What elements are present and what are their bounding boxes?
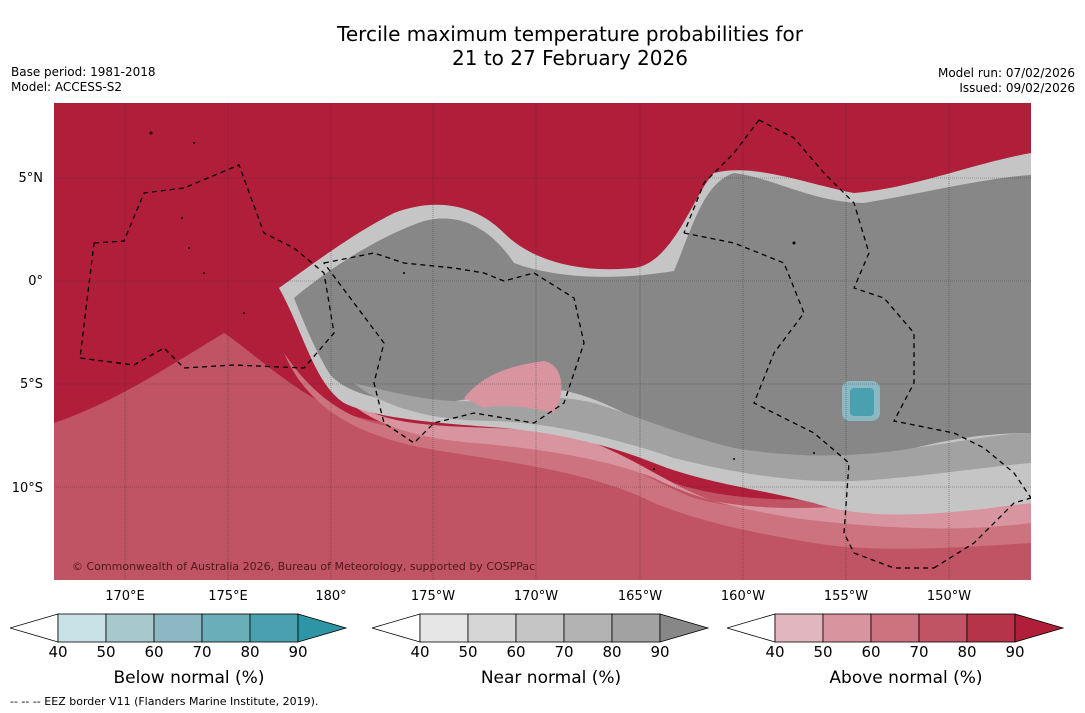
above-normal-colorbar-segment <box>774 613 824 643</box>
above-normal-tick-label: 50 <box>813 643 833 661</box>
below-normal-tick-label: 40 <box>48 643 68 661</box>
title-line-2: 21 to 27 February 2026 <box>452 46 688 70</box>
below-normal-colorbar-segment <box>57 613 107 643</box>
below-normal-colorbar-segment <box>105 613 155 643</box>
below-normal-colorbar-segment <box>201 613 251 643</box>
near-normal-tick-label: 90 <box>650 643 670 661</box>
above-normal-colorbar-low-extend <box>727 613 776 643</box>
near-normal-tick-label: 50 <box>458 643 478 661</box>
lon-label-170e: 170°E <box>105 589 145 604</box>
above-normal-colorbar-segment <box>822 613 872 643</box>
model-run: Model run: 07/02/2026 <box>937 66 1075 80</box>
above-normal-intrusion <box>464 361 562 413</box>
base-period: Base period: 1981-2018 <box>11 65 156 79</box>
below-normal-colorbar-title: Below normal (%) <box>113 668 265 688</box>
above-normal-colorbar-segment <box>966 613 1016 643</box>
lon-label-150w: 150°W <box>926 589 972 604</box>
near-normal-tick-label: 80 <box>602 643 622 661</box>
graticule <box>54 103 1031 580</box>
model-name: Model: ACCESS-S2 <box>11 80 123 94</box>
above-normal-tick-label: 90 <box>1005 643 1025 661</box>
probability-map: © Commonwealth of Australia 2026, Bureau… <box>54 103 1031 580</box>
lat-label-5n: 5°N <box>18 171 44 186</box>
lat-label-10s: 10°S <box>11 481 43 496</box>
near-normal-colorbar-segment <box>419 613 469 643</box>
below-normal-tick-label: 90 <box>288 643 308 661</box>
above-normal-50-band <box>324 373 1031 529</box>
below-normal-tick-label: 60 <box>144 643 164 661</box>
lon-label-175w: 175°W <box>410 589 456 604</box>
below-normal-colorbar <box>10 613 348 643</box>
lon-label-175e: 175°E <box>208 589 248 604</box>
near-normal-tick-label: 70 <box>554 643 574 661</box>
lon-label-160w: 160°W <box>720 589 766 604</box>
above-normal-north-lobe <box>504 149 754 264</box>
above-normal-tick-label: 40 <box>765 643 785 661</box>
near-normal-colorbar-title: Near normal (%) <box>480 668 622 688</box>
below-normal-colorbar-segment <box>249 613 299 643</box>
below-normal-colorbar-high-extend <box>297 613 348 643</box>
lon-label-155w: 155°W <box>823 589 869 604</box>
near-normal-colorbar-segment <box>515 613 565 643</box>
lat-label-5s: 5°S <box>19 377 43 392</box>
below-normal-colorbar-segment <box>153 613 203 643</box>
map-title: Tercile maximum temperature probabilitie… <box>0 22 1085 70</box>
below-normal-tick-label: 50 <box>96 643 116 661</box>
issued-date: Issued: 09/02/2026 <box>959 81 1075 95</box>
above-normal-colorbar-title: Above normal (%) <box>829 668 983 688</box>
title-line-1: Tercile maximum temperature probabilitie… <box>337 22 803 46</box>
below-normal-colorbar-low-extend <box>10 613 59 643</box>
below-normal-tick-label: 70 <box>192 643 212 661</box>
islands <box>149 131 815 470</box>
above-normal-colorbar-segment <box>870 613 920 643</box>
below-normal-patch-core <box>850 388 874 416</box>
above-normal-60-band <box>284 353 1031 549</box>
near-normal-colorbar-segment <box>563 613 613 643</box>
above-normal-tick-label: 70 <box>909 643 929 661</box>
lon-label-165w: 165°W <box>617 589 663 604</box>
lon-label-170w: 170°W <box>513 589 559 604</box>
copyright-notice: © Commonwealth of Australia 2026, Bureau… <box>72 560 535 573</box>
near-normal-colorbar-low-extend <box>372 613 421 643</box>
below-normal-tick-label: 80 <box>240 643 260 661</box>
near-normal-colorbar-high-extend <box>659 613 710 643</box>
info-right: Model run: 07/02/2026 Issued: 09/02/2026 <box>938 66 1075 96</box>
lon-label-180: 180° <box>315 589 347 604</box>
near-normal-colorbar-segment <box>611 613 661 643</box>
above-normal-tick-label: 80 <box>957 643 977 661</box>
eez-borders <box>79 119 1031 569</box>
near-normal-tick-label: 60 <box>506 643 526 661</box>
above-normal-colorbar-segment <box>918 613 968 643</box>
above-normal-colorbar <box>727 613 1065 643</box>
eez-footnote: -- -- -- EEZ border V11 (Flanders Marine… <box>10 695 319 708</box>
above-normal-colorbar-high-extend <box>1014 613 1065 643</box>
lat-label-0: 0° <box>28 274 43 289</box>
near-normal-tick-label: 40 <box>410 643 430 661</box>
above-normal-tick-label: 60 <box>861 643 881 661</box>
near-normal-mid-region <box>354 383 1031 482</box>
near-normal-colorbar <box>372 613 710 643</box>
info-left: Base period: 1981-2018 Model: ACCESS-S2 <box>11 65 156 95</box>
near-normal-colorbar-segment <box>467 613 517 643</box>
